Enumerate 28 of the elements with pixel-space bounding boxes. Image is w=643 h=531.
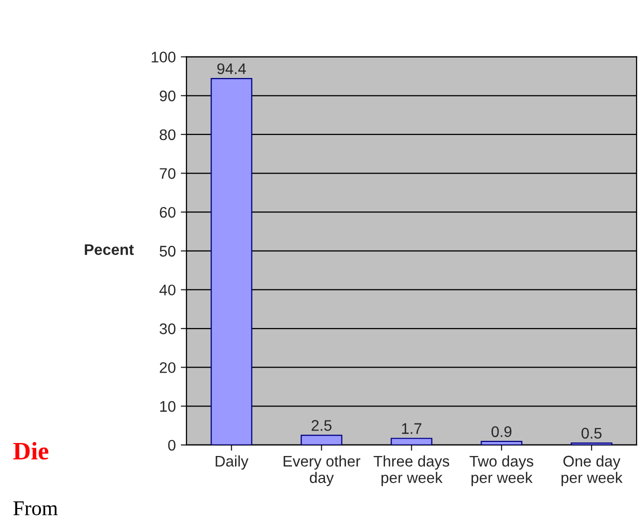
x-tick-label: Three days per week — [374, 455, 450, 486]
y-tick-label: 100 — [152, 52, 176, 63]
y-tick-label: 40 — [159, 284, 176, 296]
y-tick-label: 60 — [160, 206, 176, 218]
data-label: 94.4 — [217, 63, 246, 74]
x-tick-label: Every other day — [284, 455, 360, 486]
data-label: 1.7 — [402, 423, 422, 434]
data-label: 0.9 — [492, 426, 512, 438]
y-tick-label: 80 — [160, 129, 176, 140]
text: Die — [13, 442, 48, 460]
y-tick-label: 90 — [160, 90, 176, 102]
x-tick-label: Two days per week — [470, 455, 534, 486]
bar — [300, 434, 342, 445]
text: From — [13, 501, 58, 516]
bar — [480, 440, 522, 445]
bar — [210, 78, 252, 445]
y-tick-label: 20 — [160, 362, 176, 374]
y-tick-label: 70 — [160, 168, 176, 179]
y-tick-label: 50 — [160, 246, 176, 257]
data-label: 2.5 — [312, 420, 332, 431]
bar — [390, 438, 432, 445]
data-label: 0.5 — [582, 428, 602, 439]
y-tick-label: 0 — [168, 440, 176, 451]
y-tick-label: 30 — [160, 323, 176, 334]
x-tick-label: One day per week — [562, 455, 623, 486]
y-axis-title: Pecent — [84, 244, 134, 255]
x-tick-label: Daily — [216, 455, 248, 470]
y-tick-label: 10 — [160, 401, 176, 412]
